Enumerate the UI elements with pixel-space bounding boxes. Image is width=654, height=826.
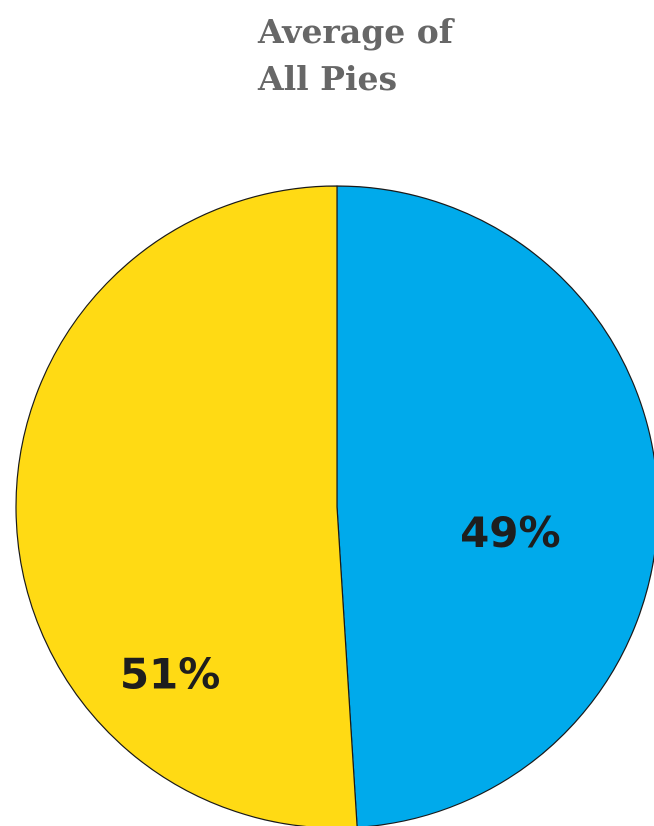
pie-slices (15, 185, 654, 826)
pie-slice-label-51-percent: 51% (120, 649, 221, 698)
chart-title-line-1: Average of (258, 12, 453, 51)
pie-slice-label-49-percent: 49% (460, 508, 561, 557)
chart-title: Average of All Pies (258, 8, 453, 102)
chart-title-line-2: All Pies (258, 59, 398, 98)
pie-labels: 49% 51% (120, 508, 561, 698)
pie-slice-51-percent (15, 185, 358, 826)
pie-slice-49-percent (336, 185, 654, 826)
